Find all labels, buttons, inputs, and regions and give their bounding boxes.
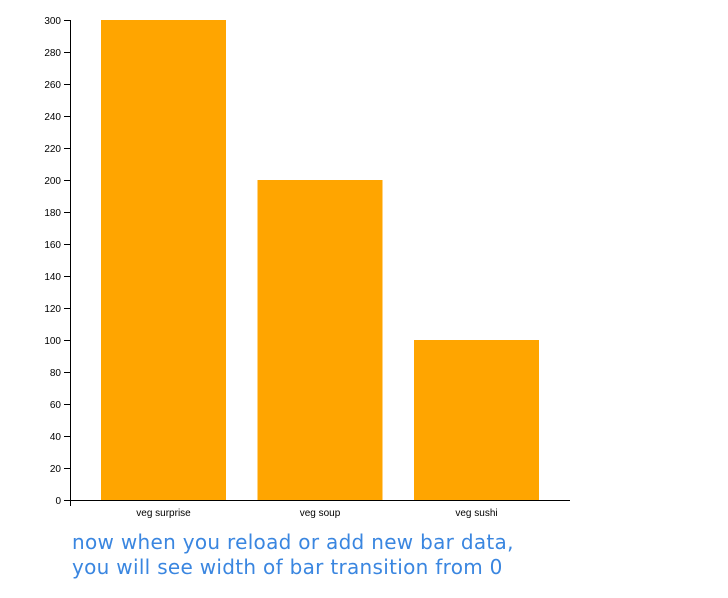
x-tick-label: veg surprise (136, 508, 191, 519)
y-tick-label: 180 (44, 208, 61, 219)
y-tick-label: 20 (50, 464, 62, 475)
y-tick-label: 220 (44, 144, 61, 155)
y-axis: 0 20 40 60 80 100 120 140 160 180 200 220 240 260 280 3… (44, 16, 71, 507)
y-tick-label: 140 (44, 272, 61, 283)
y-tick-label: 260 (44, 80, 61, 91)
y-tick-label: 80 (50, 368, 62, 379)
caption-line-2: you will see width of bar transition fro… (72, 555, 503, 579)
bars-group (101, 20, 539, 500)
bar-veg-sushi (414, 340, 539, 500)
y-tick-label: 60 (50, 400, 62, 411)
y-tick-label: 200 (44, 176, 61, 187)
caption-line-1: now when you reload or add new bar data, (72, 530, 514, 554)
y-tick-label: 280 (44, 48, 61, 59)
y-tick-label: 40 (50, 432, 62, 443)
x-tick-label: veg soup (300, 508, 341, 519)
y-tick-label: 300 (44, 16, 61, 27)
bar-chart: 0 20 40 60 80 100 120 140 160 180 200 220 240 260 280 3… (44, 16, 570, 519)
y-tick-label: 100 (44, 336, 61, 347)
bar-veg-surprise (101, 20, 226, 500)
caption: now when you reload or add new bar data,… (72, 530, 692, 580)
y-tick-label: 160 (44, 240, 61, 251)
x-tick-label: veg sushi (455, 508, 497, 519)
y-tick-label: 120 (44, 304, 61, 315)
x-axis: veg surprise veg soup veg sushi (70, 500, 570, 519)
bar-veg-soup (257, 180, 383, 500)
y-tick-label: 240 (44, 112, 61, 123)
y-tick-label: 0 (55, 496, 61, 507)
